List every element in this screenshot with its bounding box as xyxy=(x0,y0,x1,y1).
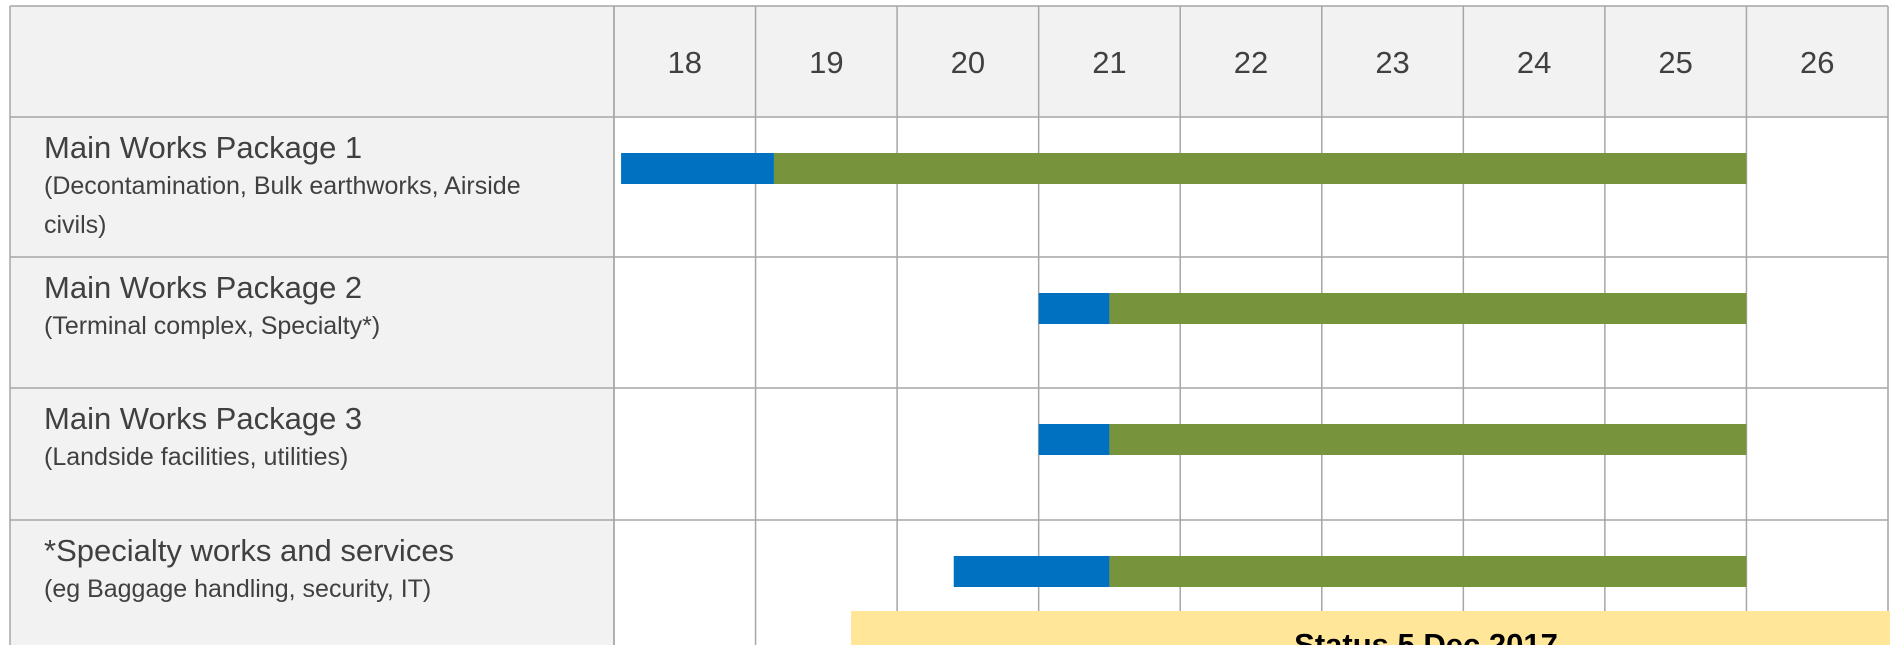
x-tick-label: 25 xyxy=(1658,45,1692,80)
row-label: *Specialty works and services (eg Baggage… xyxy=(44,532,584,609)
gantt-bar xyxy=(1038,293,1110,324)
gantt-bar xyxy=(773,153,1747,184)
header-background xyxy=(10,6,1888,117)
gantt-bar xyxy=(1109,424,1747,455)
row-subtitle: (eg Baggage handling, security, IT) xyxy=(44,575,432,603)
x-tick-label: 26 xyxy=(1800,45,1834,80)
row-label: Main Works Package 2 (Terminal complex, S… xyxy=(44,269,584,346)
row-title: *Specialty works and services xyxy=(44,533,455,568)
status-box xyxy=(851,611,1890,645)
gantt-bar xyxy=(1109,556,1747,587)
x-tick-label: 21 xyxy=(1092,45,1126,80)
row-subtitle: (Terminal complex, Specialty*) xyxy=(44,312,381,340)
row-subtitle: (Decontamination, Bulk earthworks, Airsi… xyxy=(44,172,521,239)
row-title: Main Works Package 3 xyxy=(44,401,363,436)
gantt-bar xyxy=(1038,424,1110,455)
row-label: Main Works Package 1 (Decontamination, Bu… xyxy=(44,129,584,245)
row-title: Main Works Package 1 xyxy=(44,130,363,165)
status-annotation: Status 5 Dec 2017 xyxy=(1294,627,1558,645)
row-title: Main Works Package 2 xyxy=(44,270,363,305)
x-tick-label: 23 xyxy=(1375,45,1409,80)
x-tick-label: 19 xyxy=(809,45,843,80)
gantt-bar xyxy=(953,556,1110,587)
gantt-bar xyxy=(1109,293,1747,324)
row-label: Main Works Package 3 (Landside facilities… xyxy=(44,400,584,477)
x-tick-label: 20 xyxy=(951,45,985,80)
x-tick-label: 22 xyxy=(1234,45,1268,80)
row-subtitle: (Landside facilities, utilities) xyxy=(44,443,349,471)
label-column-background xyxy=(10,117,614,645)
x-tick-label: 24 xyxy=(1517,45,1551,80)
x-tick-label: 18 xyxy=(668,45,702,80)
gantt-bar xyxy=(621,153,774,184)
